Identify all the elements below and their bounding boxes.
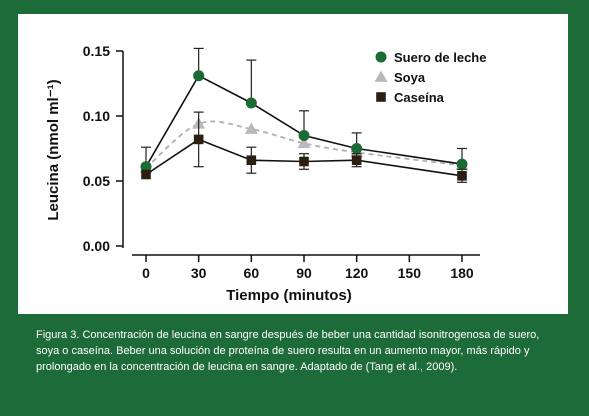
y-axis-title: Leucina (nmol ml⁻¹): [45, 79, 62, 220]
legend-label-1: Soya: [394, 70, 426, 85]
point-2-5: [457, 171, 467, 181]
y-tick-label-1: 0.05: [83, 173, 110, 189]
point-0-4: [351, 143, 363, 154]
legend-label-2: Caseína: [394, 90, 445, 105]
y-tick-label-2: 0.10: [83, 108, 110, 124]
axes: 0.00 0.05 0.10 0.15 0 30 60 90 120 150 180: [83, 43, 480, 281]
legend-marker-0: [375, 51, 387, 63]
point-0-1: [193, 70, 205, 82]
point-0-5: [456, 158, 468, 170]
point-1-2: [244, 122, 258, 134]
series-line-2: [145, 138, 463, 177]
x-tick-label-4: 120: [345, 265, 369, 281]
x-tick-label-1: 30: [191, 265, 207, 281]
x-tick-label-5: 150: [398, 265, 422, 281]
point-2-4: [351, 155, 362, 165]
y-tick-label-0: 0.00: [83, 238, 110, 254]
point-2-3: [299, 156, 309, 167]
x-tick-label-6: 180: [450, 265, 474, 281]
series-layer: [139, 47, 469, 183]
series-2: [141, 111, 467, 183]
point-0-3: [298, 130, 310, 141]
point-1-3: [297, 136, 311, 149]
x-tick-label-0: 0: [142, 265, 150, 281]
series-0: [140, 47, 468, 173]
legend: Suero de leche Soya Caseína: [374, 50, 486, 105]
point-2-0: [141, 169, 151, 180]
point-0-2: [245, 97, 257, 109]
x-tick-label-3: 90: [296, 265, 312, 281]
series-line-1: [145, 120, 463, 169]
y-tick-label-3: 0.15: [83, 43, 110, 59]
figure-caption: Figura 3. Concentración de leucina en sa…: [36, 329, 540, 373]
legend-label-0: Suero de leche: [394, 50, 486, 65]
legend-marker-1: [374, 70, 388, 82]
point-2-2: [246, 155, 257, 165]
chart-panel: [18, 14, 568, 314]
point-0-0: [140, 161, 152, 173]
x-axis-title: Tiempo (minutos): [226, 287, 352, 304]
series-line-0: [145, 74, 463, 168]
x-tick-label-2: 60: [244, 265, 260, 281]
legend-marker-2: [376, 92, 386, 102]
point-2-1: [193, 134, 204, 145]
